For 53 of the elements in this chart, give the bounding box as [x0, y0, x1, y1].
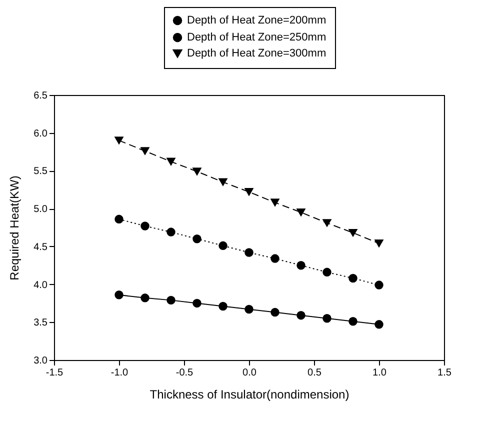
point [192, 168, 202, 176]
x-tick-label: -1.5 [46, 368, 64, 378]
point [218, 302, 228, 311]
point [270, 254, 280, 263]
y-tick-label: 3.0 [34, 356, 48, 366]
point [140, 294, 150, 302]
y-tick-label: 4.0 [34, 280, 48, 291]
point [296, 208, 306, 216]
point [140, 222, 150, 230]
point [348, 317, 358, 326]
x-tick-label: 0.0 [242, 368, 257, 378]
point [244, 304, 254, 314]
legend-label: Depth of Heat Zone=250mm [187, 32, 326, 44]
point [322, 219, 332, 227]
point [218, 241, 228, 250]
point [166, 158, 176, 166]
point [270, 198, 280, 206]
y-tick-label: 6.5 [34, 90, 48, 102]
point [374, 240, 384, 248]
y-tick-label: 4.5 [34, 242, 48, 253]
x-axis-title: Thickness of Insulator(nondimension) [150, 388, 350, 402]
y-tick-label: 5.0 [34, 204, 48, 216]
point [114, 136, 124, 144]
point [192, 234, 202, 244]
point [244, 248, 254, 257]
y-tick-label: 5.5 [34, 166, 48, 178]
point [192, 298, 202, 308]
x-tick-label: -1.0 [110, 368, 129, 378]
point [166, 296, 176, 305]
point [374, 280, 384, 290]
point [114, 214, 124, 224]
point [114, 290, 124, 300]
point [218, 178, 228, 186]
point [348, 274, 358, 283]
x-tick-label: 0.5 [308, 368, 322, 378]
x-tick-label: -0.5 [176, 368, 194, 378]
point [348, 228, 358, 237]
legend-label: Depth of Heat Zone=300mm [187, 48, 326, 60]
point [322, 314, 332, 323]
point [270, 308, 280, 317]
point [140, 147, 150, 155]
y-tick-label: 3.5 [34, 318, 48, 329]
point [244, 188, 254, 196]
x-tick-label: 1.5 [438, 368, 452, 378]
point [322, 268, 332, 277]
point [374, 320, 384, 329]
y-tick-label: 6.0 [34, 128, 48, 140]
point [166, 228, 176, 236]
point [296, 260, 306, 270]
legend-label: Depth of Heat Zone=200mm [187, 14, 326, 26]
x-tick-label: 1.0 [372, 368, 387, 378]
point [296, 310, 306, 320]
y-axis-title: Required Heat(KW) [8, 176, 22, 280]
